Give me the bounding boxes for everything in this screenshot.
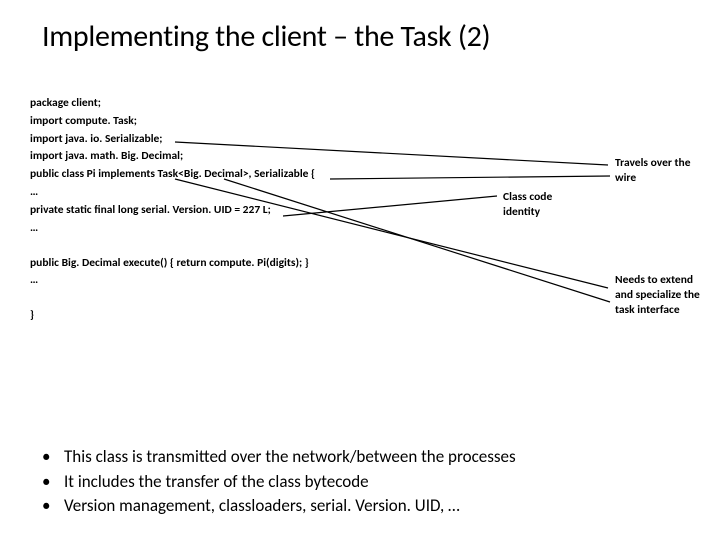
bullet-dot: •: [42, 494, 64, 519]
bullet-dot: •: [42, 470, 64, 495]
bullet-dot: •: [42, 445, 64, 470]
code-line: import compute. Task;: [30, 113, 315, 131]
code-line: …: [30, 220, 315, 238]
code-line: public class Pi implements Task<Big. Dec…: [30, 166, 315, 184]
bullet-text: Version management, classloaders, serial…: [64, 494, 460, 519]
code-block: package client; import compute. Task; im…: [30, 95, 315, 325]
code-line: …: [30, 272, 315, 290]
bullet-text: It includes the transfer of the class by…: [64, 470, 369, 495]
slide-title: Implementing the client – the Task (2): [0, 0, 720, 55]
bullet-list: • This class is transmitted over the net…: [42, 445, 516, 519]
code-line: …: [30, 184, 315, 202]
code-line: package client;: [30, 95, 315, 113]
bullet-item: • It includes the transfer of the class …: [42, 470, 516, 495]
annotation-travels: Travels over the wire: [615, 156, 705, 186]
bullet-item: • Version management, classloaders, seri…: [42, 494, 516, 519]
code-line: private static final long serial. Versio…: [30, 202, 315, 220]
bullet-text: This class is transmitted over the netwo…: [64, 445, 516, 470]
code-line: public Big. Decimal execute() { return c…: [30, 255, 315, 273]
bullet-item: • This class is transmitted over the net…: [42, 445, 516, 470]
code-line: }: [30, 307, 315, 325]
code-line: import java. io. Serializable;: [30, 131, 315, 149]
code-line: import java. math. Big. Decimal;: [30, 148, 315, 166]
annotation-needs: Needs to extend and specialize the task …: [615, 273, 705, 318]
annotation-classcode: Class code identity: [503, 190, 583, 220]
